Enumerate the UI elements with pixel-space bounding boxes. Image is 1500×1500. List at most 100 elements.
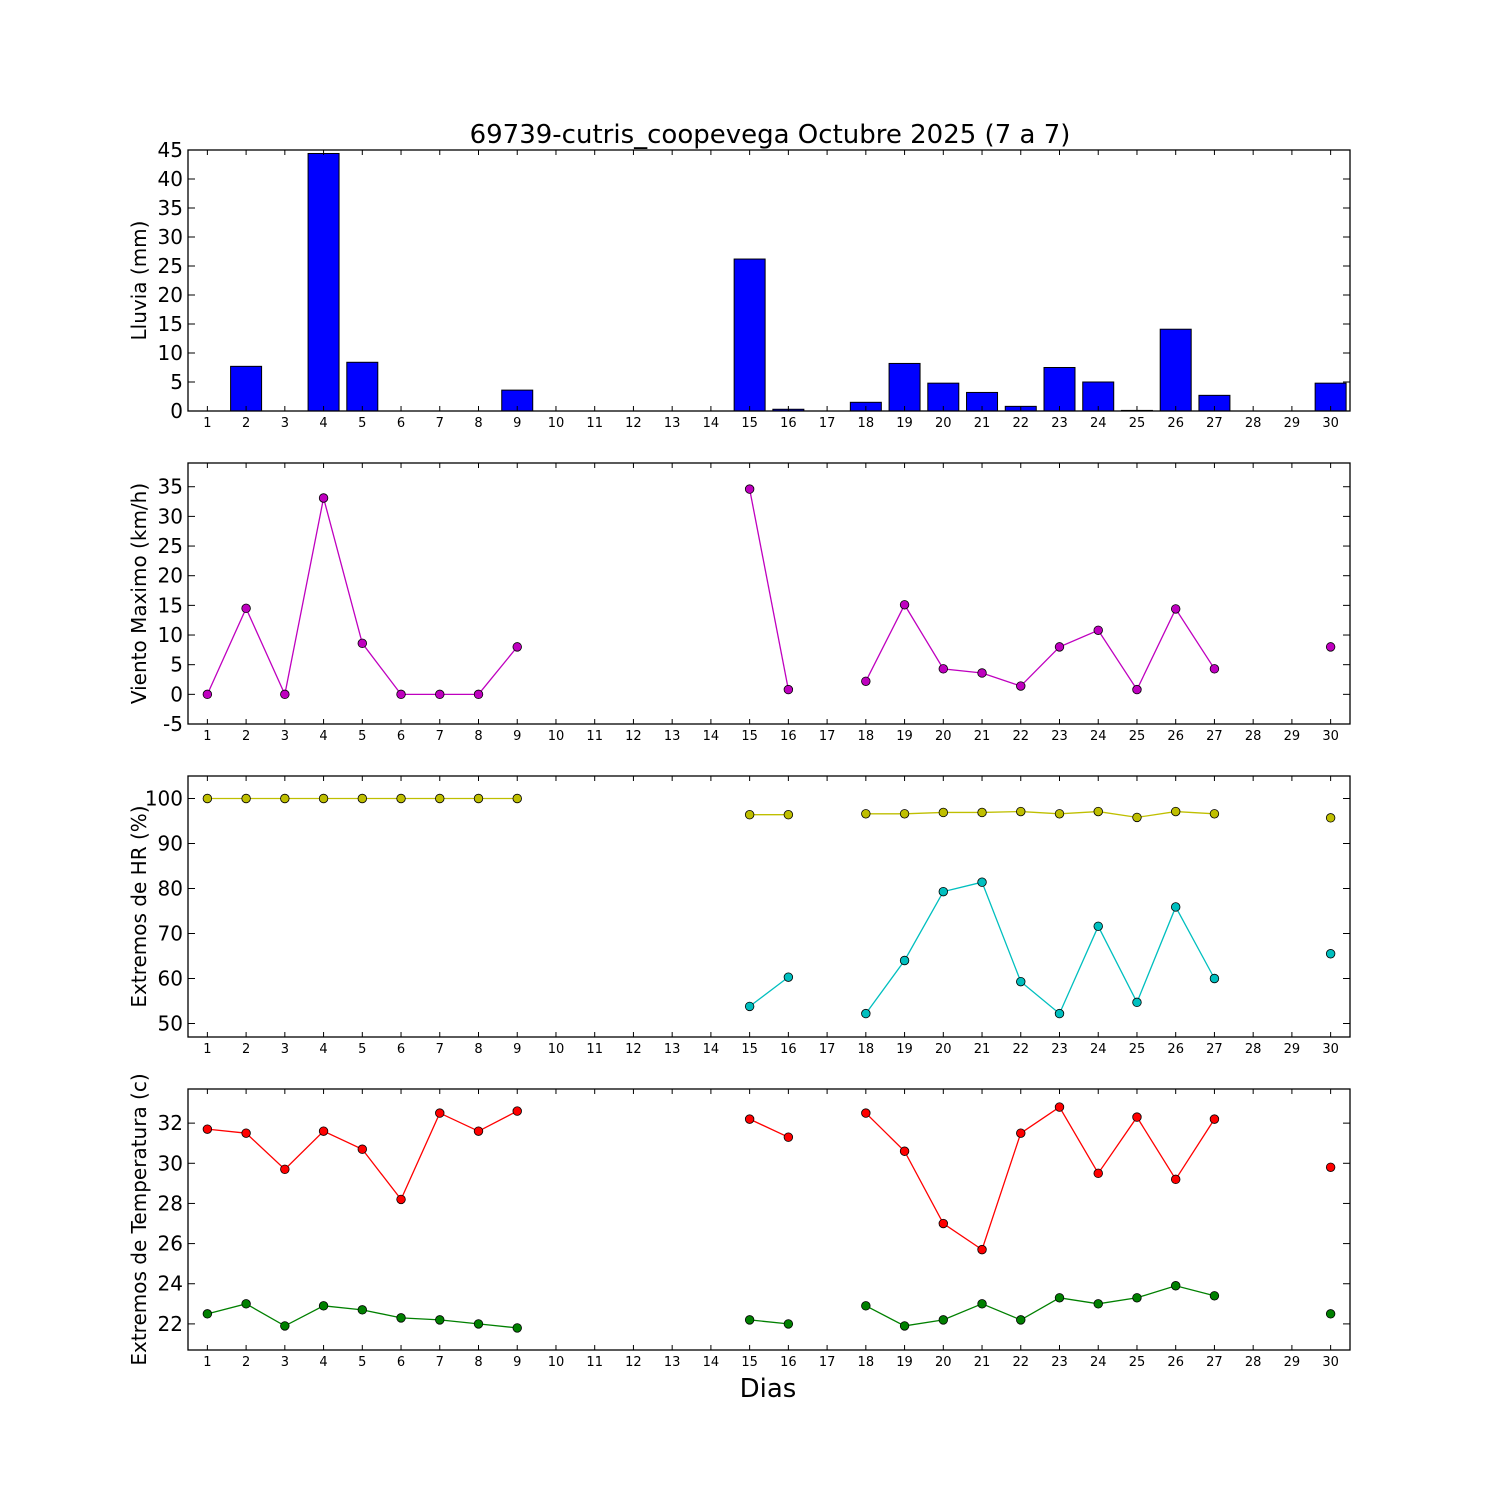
series-line-4-1 (865, 1106, 1215, 1251)
data-point-2-1-day-16 (783, 684, 794, 695)
x-tick-label: 3 (281, 1355, 289, 1370)
y-axis-label-4: Extremos de Temperatura (c) (127, 1073, 151, 1365)
y-tick-label: 35 (158, 196, 183, 220)
data-point-3-1-day-26 (1170, 806, 1181, 817)
x-tick-label: 7 (436, 1355, 444, 1370)
x-tick-label: 10 (548, 416, 565, 431)
x-tick-label: 25 (1129, 1042, 1146, 1057)
x-tick-label: 25 (1129, 416, 1146, 431)
y-tick-label: 5 (170, 653, 183, 677)
data-point-4-2-day-7 (435, 1315, 445, 1325)
x-tick-label: 28 (1245, 729, 1262, 744)
data-point-2-1-day-8 (473, 689, 484, 700)
x-tick-label: 22 (1012, 1355, 1029, 1370)
x-tick-label: 13 (664, 729, 681, 744)
x-tick-label: 27 (1206, 729, 1223, 744)
y-axis-label-1: Lluvia (mm) (127, 221, 151, 341)
x-tick-label: 21 (974, 416, 991, 431)
y-tick-label: 24 (158, 1272, 183, 1296)
data-point-4-1-day-24 (1093, 1168, 1103, 1179)
plot-frame (187, 149, 1351, 412)
y-tick-label: 28 (158, 1191, 183, 1215)
y-tick-label: 45 (158, 138, 183, 162)
x-tick-label: 19 (896, 1042, 913, 1057)
x-tick-label: 28 (1245, 1042, 1262, 1057)
x-tick-label: 30 (1322, 1355, 1339, 1370)
x-tick-label: 9 (513, 416, 521, 431)
data-point-4-1-day-1 (202, 1124, 213, 1134)
data-point-3-1-day-3 (280, 793, 290, 804)
x-tick-label: 9 (513, 729, 521, 744)
data-point-4-1-day-3 (280, 1164, 290, 1175)
x-tick-label: 30 (1322, 416, 1339, 431)
data-point-4-1-day-20 (938, 1218, 949, 1229)
rain-bar-day-5 (346, 361, 379, 412)
x-tick-label: 23 (1051, 729, 1068, 744)
x-tick-label: 8 (474, 1355, 482, 1370)
x-tick-label: 2 (242, 416, 250, 431)
plot-frame (187, 1088, 1351, 1351)
plot-frame (187, 775, 1351, 1038)
data-point-2-1-day-25 (1132, 684, 1142, 695)
data-point-4-2-day-30 (1325, 1309, 1336, 1319)
data-point-3-1-day-16 (783, 810, 794, 820)
x-tick-label: 7 (436, 416, 444, 431)
data-point-3-1-day-19 (899, 809, 910, 819)
data-point-3-1-day-18 (861, 809, 871, 819)
x-tick-label: 8 (474, 729, 482, 744)
x-tick-label: 18 (858, 729, 875, 744)
data-point-2-1-day-18 (861, 676, 871, 686)
x-tick-label: 26 (1167, 1355, 1184, 1370)
x-tick-label: 12 (625, 729, 642, 744)
y-tick-label: 60 (158, 967, 183, 991)
data-point-3-2-day-24 (1093, 921, 1103, 932)
x-tick-label: 5 (358, 1042, 366, 1057)
x-tick-label: 24 (1090, 1355, 1107, 1370)
x-tick-label: 28 (1245, 1355, 1262, 1370)
x-tick-label: 7 (436, 1042, 444, 1057)
series-line-2-1 (748, 488, 790, 690)
x-tick-label: 25 (1129, 729, 1146, 744)
y-tick-label: 90 (158, 832, 183, 856)
data-point-4-2-day-24 (1093, 1299, 1103, 1309)
x-tick-label: 21 (974, 1355, 991, 1370)
x-tick-label: 3 (281, 416, 289, 431)
x-tick-label: 12 (625, 1355, 642, 1370)
x-tick-label: 19 (896, 416, 913, 431)
y-tick-label: 10 (158, 623, 183, 647)
data-point-4-1-day-21 (977, 1244, 987, 1255)
data-point-3-1-day-4 (318, 793, 329, 804)
y-tick-label: 35 (158, 475, 183, 499)
x-tick-label: 10 (548, 1355, 565, 1370)
data-point-4-2-day-6 (396, 1313, 406, 1323)
x-tick-label: 29 (1284, 729, 1301, 744)
x-tick-label: 20 (935, 1355, 952, 1370)
series-line-4-1 (207, 1110, 518, 1201)
series-line-4-2 (865, 1285, 1215, 1327)
data-point-4-2-day-5 (357, 1305, 368, 1315)
data-point-3-2-day-18 (861, 1008, 871, 1019)
x-tick-label: 9 (513, 1355, 521, 1370)
data-point-4-2-day-16 (783, 1319, 794, 1329)
data-point-4-2-day-1 (202, 1309, 213, 1319)
y-tick-label: -5 (163, 712, 183, 736)
x-tick-label: 18 (858, 1042, 875, 1057)
x-tick-label: 16 (780, 1042, 797, 1057)
x-tick-label: 26 (1167, 416, 1184, 431)
x-tick-label: 13 (664, 1355, 681, 1370)
x-tick-label: 24 (1090, 416, 1107, 431)
x-tick-label: 17 (819, 1042, 836, 1057)
x-tick-label: 29 (1284, 416, 1301, 431)
data-point-2-1-day-27 (1209, 664, 1220, 674)
data-point-4-2-day-25 (1132, 1293, 1142, 1303)
x-tick-label: 13 (664, 1042, 681, 1057)
x-tick-label: 4 (319, 1042, 327, 1057)
panel-4: 1 2 3 4 5 6 7 8 9 10 11 12 13 14 15 16 17 18 19 20 21 22 23 24 2… (127, 1073, 1351, 1370)
x-tick-label: 17 (819, 416, 836, 431)
data-point-4-1-day-2 (241, 1128, 251, 1138)
x-tick-label: 9 (513, 1042, 521, 1057)
data-point-4-1-day-22 (1016, 1128, 1026, 1138)
data-point-3-2-day-16 (783, 972, 794, 982)
data-point-3-1-day-21 (977, 807, 987, 818)
